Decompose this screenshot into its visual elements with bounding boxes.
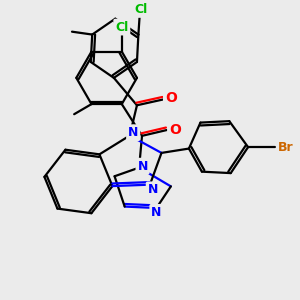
Text: Br: Br [278,141,293,154]
Text: O: O [169,123,181,137]
Text: N: N [128,126,138,139]
Text: Cl: Cl [115,21,128,34]
Text: N: N [148,183,158,196]
Text: N: N [137,160,148,173]
Text: Cl: Cl [135,3,148,16]
Text: N: N [151,206,162,219]
Text: O: O [165,91,177,105]
